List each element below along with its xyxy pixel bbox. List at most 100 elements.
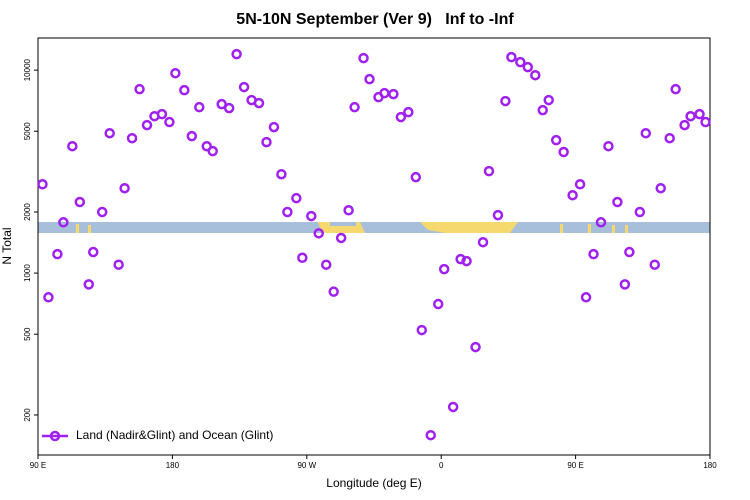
point <box>179 84 190 96</box>
point <box>201 140 212 152</box>
point <box>619 279 631 290</box>
point <box>276 168 287 180</box>
point <box>515 56 526 68</box>
point <box>170 67 181 79</box>
point <box>388 88 399 100</box>
x-axis-label: Longitude (deg E) <box>326 476 421 490</box>
point <box>261 136 272 148</box>
point <box>432 298 444 310</box>
point <box>595 217 607 228</box>
land-band <box>588 224 591 233</box>
point <box>313 228 324 239</box>
point <box>358 52 369 64</box>
point <box>455 253 466 265</box>
x-tick-label: 180 <box>166 461 180 470</box>
land-band <box>76 224 79 233</box>
point <box>223 102 235 114</box>
point <box>574 179 586 190</box>
x-tick-label: 90 E <box>30 461 46 470</box>
land-ocean-band <box>38 222 710 233</box>
point <box>580 292 592 303</box>
point <box>461 255 472 267</box>
chart-title: 5N-10N September (Ver 9) Inf to -Inf <box>236 11 514 28</box>
point <box>410 171 422 183</box>
legend-marker <box>49 430 61 442</box>
point <box>141 119 153 131</box>
point <box>74 196 86 208</box>
point <box>416 324 428 336</box>
x-tick-label: 0 <box>439 461 444 470</box>
point <box>231 48 242 60</box>
y-tick-label: 10000 <box>23 58 32 81</box>
land-band <box>420 222 518 233</box>
point <box>343 205 354 216</box>
point <box>104 127 115 139</box>
point <box>207 145 218 157</box>
point <box>88 246 99 258</box>
point <box>664 132 675 144</box>
point <box>522 61 534 73</box>
point <box>612 196 623 208</box>
y-tick-label: 1000 <box>23 264 32 282</box>
point <box>700 116 711 128</box>
point <box>113 259 124 270</box>
x-tick-label: 90 W <box>297 461 316 470</box>
point <box>603 140 614 152</box>
point <box>328 286 339 297</box>
point <box>83 279 95 290</box>
point <box>543 94 554 106</box>
point <box>679 119 690 131</box>
point <box>194 101 205 113</box>
point <box>558 146 569 158</box>
point <box>550 134 562 146</box>
point <box>447 401 459 413</box>
point <box>238 81 250 93</box>
point <box>492 209 504 221</box>
point <box>37 179 48 190</box>
point <box>96 206 108 218</box>
y-tick-label: 200 <box>23 408 32 422</box>
point <box>403 106 414 118</box>
point <box>655 182 666 194</box>
point <box>43 292 54 303</box>
point <box>364 73 375 85</box>
point <box>291 192 302 204</box>
y-tick-label: 2000 <box>23 203 32 221</box>
point <box>306 210 317 222</box>
point <box>134 83 145 95</box>
point <box>216 98 227 110</box>
point <box>425 429 436 441</box>
point <box>506 51 517 63</box>
point <box>588 248 599 260</box>
point <box>119 182 130 194</box>
point <box>537 104 548 116</box>
point <box>52 248 63 260</box>
land-band <box>560 224 563 233</box>
point <box>379 87 390 99</box>
point <box>156 108 168 120</box>
point <box>126 132 138 144</box>
point <box>253 97 265 109</box>
point <box>624 246 635 258</box>
point <box>670 83 681 95</box>
point <box>320 259 332 270</box>
point <box>297 252 308 264</box>
land-band <box>625 225 628 233</box>
x-tick-label: 90 E <box>567 461 583 470</box>
point <box>268 121 280 133</box>
x-tick-label: 180 <box>703 461 717 470</box>
land-band <box>318 222 365 233</box>
point <box>58 217 69 228</box>
point <box>500 95 511 107</box>
point <box>470 341 481 353</box>
point <box>186 130 198 142</box>
point <box>640 127 652 139</box>
point <box>67 140 78 152</box>
point <box>438 263 450 275</box>
point <box>634 206 646 218</box>
point <box>649 259 660 270</box>
y-tick-label: 5000 <box>23 122 32 140</box>
ocean-band <box>38 222 710 233</box>
land-band <box>612 225 615 233</box>
